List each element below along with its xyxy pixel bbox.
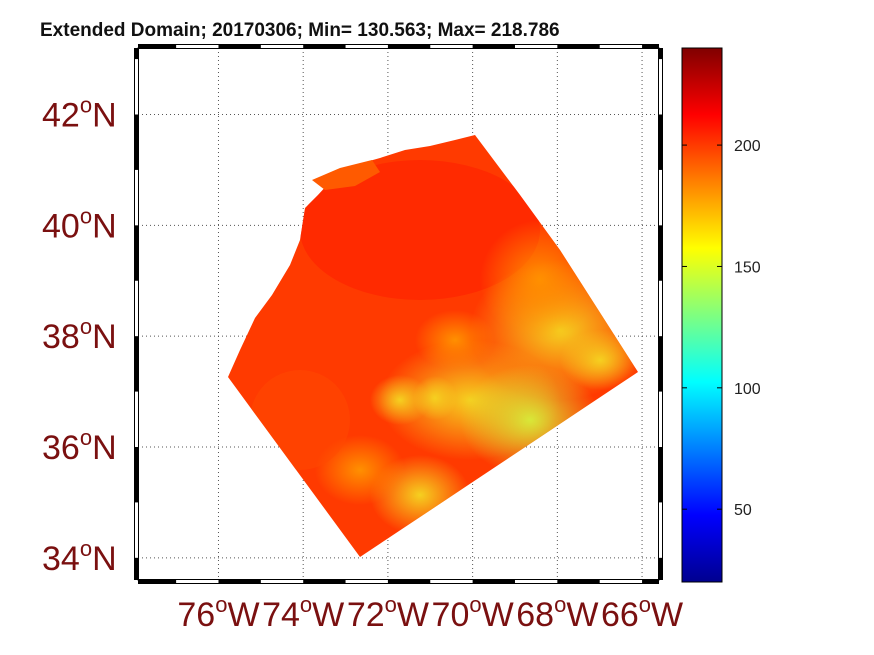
border-seg [135, 391, 138, 447]
colorbar-label-200: 200 [734, 138, 761, 155]
lon-label-70: 70oW [432, 592, 514, 634]
border-seg [659, 502, 662, 558]
border-seg [599, 45, 643, 48]
border-seg [135, 502, 138, 558]
border-seg [260, 580, 304, 583]
lon-label-68: 68oW [516, 592, 598, 634]
border-seg [659, 391, 662, 447]
border-seg [345, 580, 388, 583]
border-seg [514, 45, 558, 48]
border-seg [599, 580, 643, 583]
lon-label-74: 74oW [262, 592, 344, 634]
colorbar-label-150: 150 [734, 259, 761, 276]
border-seg [514, 580, 558, 583]
lat-label-36: 36oN [42, 425, 117, 467]
border-seg [430, 45, 473, 48]
map-border-ticks [134, 44, 663, 584]
border-seg [659, 280, 662, 337]
lat-label-34: 34oN [42, 536, 117, 578]
lat-label-38: 38oN [42, 314, 117, 356]
lat-label-42: 42oN [42, 93, 117, 135]
border-bottom [138, 579, 659, 584]
border-seg [659, 59, 662, 115]
lon-label-76: 76oW [177, 592, 259, 634]
border-seg [659, 169, 662, 226]
longitude-labels: 76oW 74oW 72oW 70oW 68oW 66oW [177, 592, 683, 634]
border-seg [176, 45, 219, 48]
border-seg [135, 280, 138, 337]
colorbar-label-100: 100 [734, 381, 761, 398]
coastal-strip [312, 160, 380, 190]
border-seg [430, 580, 473, 583]
border-seg [345, 45, 388, 48]
border-top [138, 44, 659, 49]
map-title: Extended Domain; 20170306; Min= 130.563;… [40, 20, 560, 41]
border-seg [260, 45, 304, 48]
colorbar-ticks: 50 100 150 200 [682, 138, 761, 519]
border-seg [176, 580, 219, 583]
colorbar-label-50: 50 [734, 502, 752, 519]
border-seg [135, 169, 138, 226]
lon-label-72: 72oW [347, 592, 429, 634]
border-seg [135, 59, 138, 115]
lon-label-66: 66oW [601, 592, 683, 634]
lat-label-40: 40oN [42, 203, 117, 245]
latitude-labels: 42oN 40oN 38oN 36oN 34oN [42, 93, 117, 578]
colorbar [681, 47, 723, 583]
